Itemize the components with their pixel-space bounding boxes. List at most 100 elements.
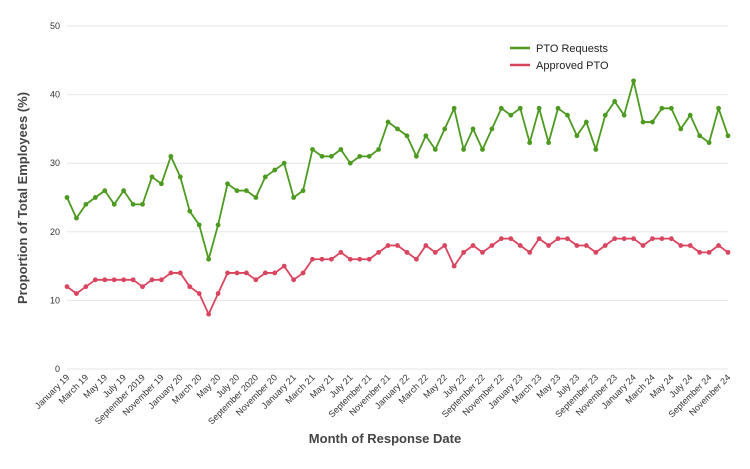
data-point (489, 243, 495, 248)
data-point (366, 153, 372, 159)
series-lines (66, 79, 729, 316)
data-point (697, 249, 703, 255)
data-point (432, 147, 438, 152)
legend-item-pto-requests: PTO Requests (510, 43, 608, 55)
data-point (593, 249, 599, 255)
data-point (291, 195, 297, 200)
data-point (140, 201, 145, 207)
data-point (461, 249, 466, 255)
data-point (423, 133, 429, 139)
data-point (149, 174, 155, 180)
y-tick-label: 0 (55, 364, 60, 374)
x-axis-title: Month of Response Date (309, 431, 461, 446)
data-point (187, 208, 193, 214)
data-point (168, 153, 174, 159)
data-point (215, 222, 221, 228)
data-point (413, 153, 419, 159)
data-point (281, 160, 287, 166)
data-point (74, 291, 79, 296)
data-point (74, 215, 79, 221)
data-point (140, 284, 145, 290)
series-line-0 (66, 79, 729, 261)
data-point (640, 243, 646, 248)
series-line-1 (66, 237, 729, 316)
data-point (366, 256, 372, 262)
data-point (621, 112, 627, 118)
data-point (687, 243, 693, 248)
data-point (716, 243, 721, 248)
data-point (262, 174, 268, 180)
data-point (668, 236, 674, 242)
data-point (102, 188, 108, 194)
data-point (678, 126, 684, 132)
data-point (168, 270, 174, 276)
data-point (621, 236, 627, 242)
data-point (659, 105, 665, 111)
data-point (234, 188, 240, 194)
data-point (489, 126, 495, 132)
legend: PTO Requests Approved PTO (510, 43, 609, 72)
data-point (64, 195, 70, 200)
data-point (187, 284, 193, 290)
data-point (64, 284, 70, 290)
data-point (574, 133, 580, 139)
data-point (527, 249, 533, 255)
data-point (130, 201, 136, 207)
data-point (536, 236, 542, 242)
data-point (206, 256, 212, 262)
data-point (130, 277, 136, 283)
data-point (244, 270, 249, 276)
data-point (706, 140, 712, 146)
data-point (357, 153, 363, 159)
data-point (395, 243, 400, 248)
data-point (565, 112, 570, 118)
data-point (527, 140, 533, 146)
data-point (517, 243, 523, 248)
data-point (706, 249, 712, 255)
data-point (668, 105, 674, 111)
data-point (111, 277, 117, 283)
data-point (92, 195, 98, 200)
data-point (291, 277, 297, 283)
gridlines (67, 25, 728, 370)
data-point (650, 236, 655, 242)
data-point (612, 236, 618, 242)
data-point (470, 126, 476, 132)
data-point (253, 195, 259, 200)
data-point (281, 263, 287, 269)
data-point (159, 277, 164, 283)
data-point (310, 256, 315, 262)
data-point (574, 243, 580, 248)
data-point (546, 243, 551, 248)
data-point (697, 133, 703, 139)
data-point (631, 236, 636, 242)
data-point (602, 243, 608, 248)
data-point (215, 291, 221, 296)
y-tick-label: 10 (50, 295, 60, 305)
data-point (725, 249, 731, 255)
data-point (177, 174, 183, 180)
data-point (310, 147, 315, 152)
data-point (555, 236, 561, 242)
data-point (565, 236, 570, 242)
data-point (121, 277, 127, 283)
y-axis-title: Proportion of Total Employees (%) (15, 92, 30, 304)
data-point (159, 181, 164, 187)
y-tick-label: 50 (50, 21, 60, 31)
data-point (602, 112, 608, 118)
data-point (631, 78, 636, 84)
data-point (536, 105, 542, 111)
y-tick-label: 20 (50, 227, 60, 237)
data-point (451, 263, 457, 269)
data-point (329, 256, 334, 262)
data-point (319, 153, 325, 159)
legend-label-pto-requests: PTO Requests (536, 43, 608, 55)
y-tick-label: 30 (50, 158, 60, 168)
data-point (498, 236, 504, 242)
data-point (498, 105, 504, 111)
series-points (64, 78, 731, 317)
data-point (650, 119, 655, 125)
data-point (423, 243, 429, 248)
